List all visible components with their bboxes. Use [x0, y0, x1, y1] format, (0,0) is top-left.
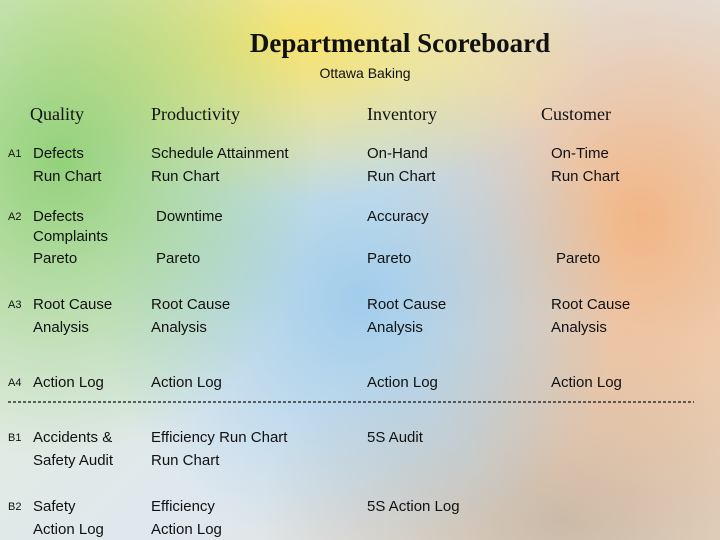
cell-text: Action Log: [151, 374, 222, 391]
cell-text: Pareto: [556, 250, 601, 267]
cell-text: Defects: [33, 145, 84, 162]
row-id: A4: [8, 377, 22, 389]
cell-text: Schedule Attainment: [151, 145, 289, 162]
row-id: A3: [8, 299, 22, 311]
subtitle: Ottawa Baking: [319, 65, 411, 81]
cell-text: Accuracy: [367, 208, 429, 225]
row-id: B2: [8, 501, 22, 513]
cell-text: 5S Audit: [367, 429, 423, 446]
cell-text: Run Chart: [33, 168, 102, 185]
column-header: Customer: [541, 104, 611, 124]
cell-text: Pareto: [33, 250, 78, 267]
cell-text: Root Cause: [367, 296, 447, 313]
column-header: Quality: [30, 104, 84, 124]
cell-text: Action Log: [551, 374, 622, 391]
cell-text: Analysis: [33, 319, 89, 336]
title: Departmental Scoreboard: [249, 28, 551, 58]
cell-text: Run Chart: [551, 168, 620, 185]
cell-text: Run Chart: [151, 452, 220, 469]
cell-text: Analysis: [551, 319, 607, 336]
cell-text: Action Log: [367, 374, 438, 391]
cell-text: Efficiency: [151, 498, 215, 515]
cell-text: Run Chart: [367, 168, 436, 185]
cell-text: Root Cause: [551, 296, 631, 313]
cell-text: On-Hand: [367, 145, 428, 162]
cell-text: Analysis: [151, 319, 207, 336]
cell-text: Pareto: [156, 250, 201, 267]
cell-text: Run Chart: [151, 168, 220, 185]
cell-text: Pareto: [367, 250, 412, 267]
cell-text: Accidents &: [33, 429, 113, 446]
cell-text: Action Log: [33, 521, 104, 538]
cell-text: Safety Audit: [33, 452, 114, 469]
cell-text: Analysis: [367, 319, 423, 336]
cell-text: Action Log: [33, 374, 104, 391]
cell-text: 5S Action Log: [367, 498, 460, 515]
row-id: B1: [8, 432, 22, 444]
cell-text: Action Log: [151, 521, 222, 538]
column-header: Inventory: [367, 104, 437, 124]
cell-text: Complaints: [33, 228, 109, 245]
cell-text: Safety: [33, 498, 76, 515]
column-header: Productivity: [151, 104, 240, 124]
cell-text: Root Cause: [151, 296, 231, 313]
row-id: A2: [8, 211, 22, 223]
cell-text: Efficiency Run Chart: [151, 429, 288, 446]
cell-text: On-Time: [551, 145, 609, 162]
cell-text: Root Cause: [33, 296, 113, 313]
cell-text: Downtime: [156, 208, 223, 225]
row-id: A1: [8, 148, 22, 160]
cell-text: Defects: [33, 208, 84, 225]
